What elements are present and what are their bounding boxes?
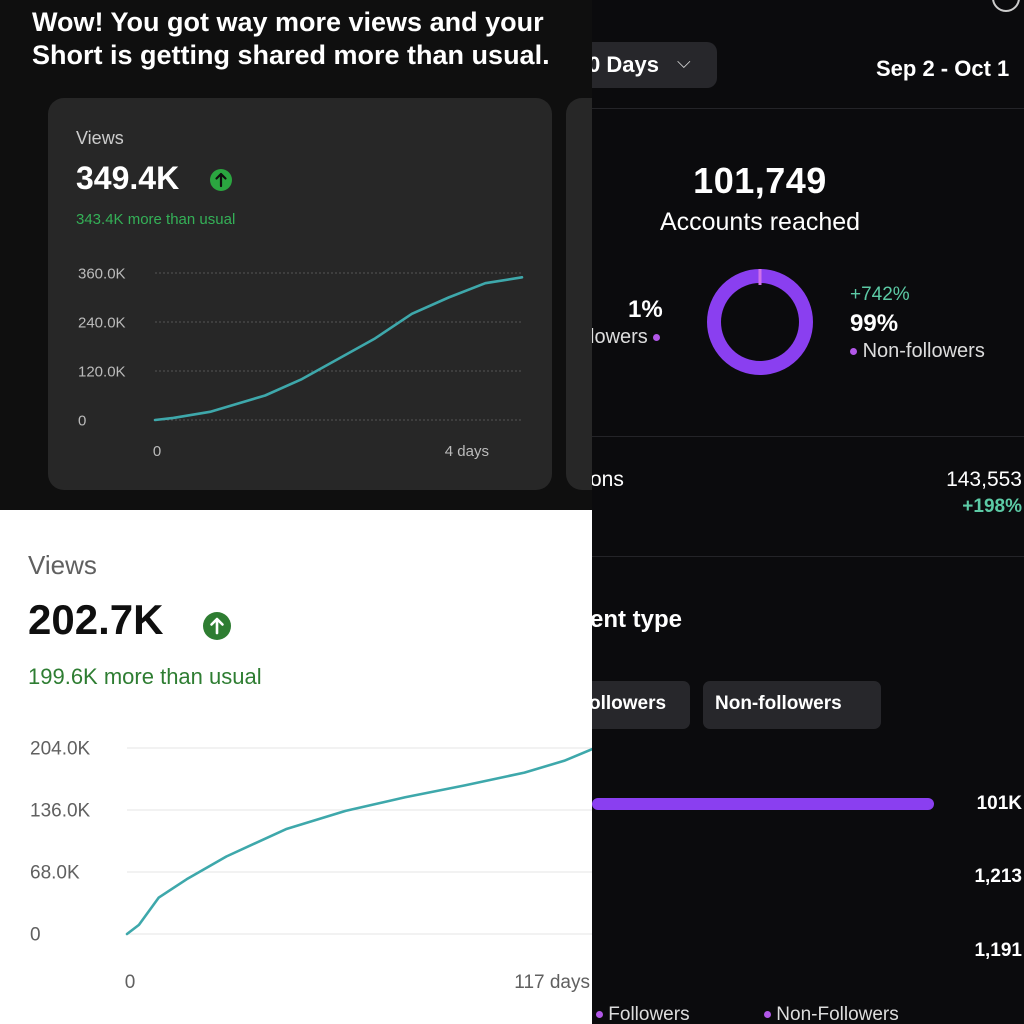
views-line-chart: 0 68.0K 136.0K 204.0K 0 117 days (30, 739, 592, 993)
impressions-value: 143,553 (946, 468, 1022, 491)
bar-value: 101K (976, 793, 1022, 814)
y-tick-label: 360.0K (78, 265, 126, 282)
non-followers-label: Non-followers (862, 340, 985, 362)
followers-label: lowers (592, 326, 648, 348)
y-tick-label: 68.0K (30, 863, 80, 884)
legend-non-followers: Non-Followers (764, 1004, 899, 1024)
card-title: Views (76, 128, 124, 148)
views-line-chart: 0 120.0K 240.0K 360.0K 0 4 days (78, 265, 524, 460)
accounts-reached-label: Accounts reached (659, 208, 861, 236)
followers-dot-icon (653, 334, 661, 342)
followers-dot-icon (596, 1011, 603, 1019)
arrow-up-icon (203, 612, 231, 640)
x-tick-label: 0 (153, 443, 161, 460)
headline: Wow! You got way more views and your Sho… (32, 6, 550, 72)
non-followers-percent: 99% (850, 310, 899, 337)
views-card[interactable] (48, 98, 552, 490)
x-tick-label: 0 (125, 972, 136, 993)
content-type-heading: tent type (592, 606, 683, 633)
followers-donut-chart (707, 269, 813, 375)
views-delta: 199.6K more than usual (28, 664, 262, 689)
bar-value: 1,191 (974, 940, 1022, 961)
y-tick-label: 120.0K (78, 363, 126, 380)
legend-non-followers-label: Non-Followers (776, 1004, 899, 1024)
legend-followers-label: Followers (608, 1004, 690, 1024)
views-value: 202.7K (28, 596, 164, 643)
tab-non-followers-label: Non-followers (715, 693, 842, 714)
divider (592, 108, 1024, 109)
youtube-shorts-dark-panel: Wow! You got way more views and your Sho… (0, 0, 592, 510)
headline-line: Short is getting shared more than usual. (32, 40, 550, 70)
followers-legend: lowers (592, 326, 661, 349)
date-range-dropdown-label: 0 Days (592, 52, 659, 77)
youtube-shorts-light-panel: Views 202.7K 199.6K more than usual 0 68.… (0, 510, 592, 1024)
views-series-line (153, 276, 524, 422)
y-tick-label: 136.0K (30, 801, 91, 822)
followers-percent: 1% (628, 296, 663, 323)
arrow-up-icon (210, 169, 232, 191)
date-range-dropdown[interactable] (592, 42, 717, 88)
date-range-text: Sep 2 - Oct 1 (876, 56, 1010, 81)
non-followers-growth: +742% (850, 284, 910, 305)
y-tick-label: 0 (30, 925, 41, 946)
tab-non-followers[interactable] (703, 681, 881, 729)
reach-bar (592, 798, 934, 810)
views-delta: 343.4K more than usual (76, 211, 236, 228)
legend-followers: Followers (596, 1004, 690, 1024)
y-tick-label: 204.0K (30, 739, 91, 760)
y-tick-label: 240.0K (78, 314, 126, 331)
tab-followers-label: ollowers (592, 693, 667, 714)
card-title: Views (28, 550, 97, 580)
impressions-change: +198% (962, 496, 1022, 517)
non-followers-arc (707, 269, 813, 375)
bar-value: 1,213 (974, 866, 1022, 887)
impressions-label: ons (592, 468, 624, 491)
views-series-line (125, 747, 592, 936)
x-tick-label: 4 days (445, 443, 489, 460)
chevron-down-icon: ⌵ (677, 52, 691, 72)
views-value: 349.4K (76, 160, 180, 196)
non-followers-legend: Non-followers (850, 340, 985, 363)
divider (592, 556, 1024, 557)
accounts-reached-value: 101,749 (693, 160, 827, 201)
headline-line: Wow! You got way more views and your (32, 7, 544, 37)
non-followers-dot-icon (764, 1011, 771, 1019)
tab-followers[interactable] (592, 681, 690, 729)
y-tick-label: 0 (78, 412, 86, 429)
divider (592, 436, 1024, 437)
next-card[interactable] (566, 98, 592, 490)
x-tick-label: 117 days (514, 972, 590, 993)
instagram-insights-panel: 0 Days ⌵ Sep 2 - Oct 1 101,749 Accounts … (592, 0, 1024, 1024)
non-followers-dot-icon (850, 348, 857, 356)
info-icon[interactable] (992, 0, 1020, 12)
